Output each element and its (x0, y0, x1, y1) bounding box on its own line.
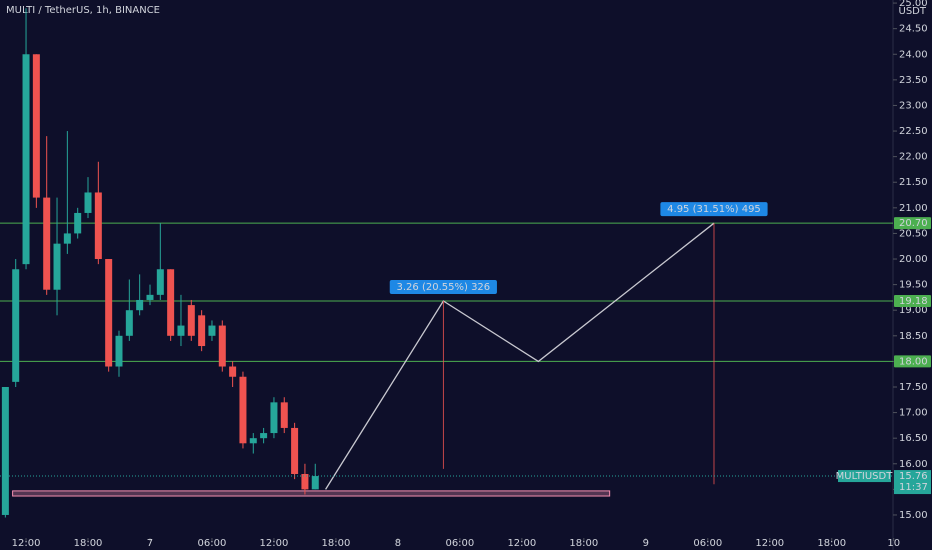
x-tick-label: 06:00 (445, 538, 474, 549)
x-tick-label: 9 (643, 538, 649, 549)
price-label: 15.76 (899, 471, 928, 482)
candle-body (125, 310, 133, 336)
candle-body (115, 335, 123, 367)
ruler-label: 4.95 (31.51%) 495 (667, 204, 761, 215)
y-tick-label: 23.50 (899, 75, 928, 86)
ruler-box (389, 279, 497, 294)
zone (12, 490, 611, 497)
candle-body (311, 476, 319, 490)
candle-body (22, 54, 30, 265)
candle-body (167, 269, 175, 336)
y-tick-label: 21.50 (899, 177, 928, 188)
x-tick-label: 8 (395, 538, 401, 549)
candle-body (291, 427, 299, 475)
level-tag (894, 294, 931, 307)
y-tick-label: 19.50 (899, 280, 928, 291)
candle-body (43, 197, 51, 290)
candle-body (260, 433, 268, 439)
x-tick-label: 12:00 (755, 538, 784, 549)
chart-title: MULTI / TetherUS, 1h, BINANCE (6, 5, 160, 16)
y-tick-label: 24.50 (899, 24, 928, 35)
y-tick-label: 20.50 (899, 228, 928, 239)
candle-body (249, 438, 257, 444)
y-tick-label: 20.00 (899, 254, 928, 265)
x-tick-label: 18:00 (569, 538, 598, 549)
candle-body (156, 269, 164, 295)
y-tick-label: 23.00 (899, 100, 928, 111)
candle-body (187, 305, 195, 336)
candle-body (177, 325, 185, 336)
candle-body (94, 192, 102, 260)
candle-body (270, 402, 278, 434)
candle-body (1, 386, 9, 515)
candle-body (84, 192, 92, 213)
candle-body (301, 474, 309, 490)
candle-body (63, 233, 71, 244)
y-tick-label: 19.00 (899, 305, 928, 316)
x-tick-label: 12:00 (260, 538, 289, 549)
price-tag (894, 470, 931, 495)
y-tick-label: 16.00 (899, 459, 928, 470)
candle-body (229, 366, 237, 377)
x-tick-label: 06:00 (198, 538, 227, 549)
x-tick-label: 18:00 (74, 538, 103, 549)
ruler-label: 3.26 (20.55%) 326 (397, 282, 491, 293)
projection-path (325, 222, 715, 490)
level-label: 20.70 (899, 218, 928, 229)
candle-body (208, 325, 216, 336)
candle-body (146, 294, 154, 300)
x-tick-label: 10 (887, 538, 900, 549)
x-tick-label: 12:00 (507, 538, 536, 549)
candle-body (12, 269, 20, 382)
candle-body (74, 212, 82, 234)
x-tick-label: 06:00 (693, 538, 722, 549)
y-tick-label: 24.00 (899, 49, 928, 60)
candle-body (53, 243, 61, 290)
candle-body (198, 315, 206, 347)
y-tick-label: 17.50 (899, 382, 928, 393)
y-tick-label: 22.00 (899, 152, 928, 163)
candle-body (239, 376, 247, 444)
y-tick-label: 18.50 (899, 331, 928, 342)
y-tick-label: 22.50 (899, 126, 928, 137)
candle-body (32, 54, 40, 198)
candle-body (218, 325, 226, 367)
candle-body (136, 299, 144, 311)
level-label: 19.18 (899, 296, 928, 307)
ruler-box (660, 202, 768, 217)
candle-body (105, 259, 113, 367)
y-tick-label: 15.00 (899, 510, 928, 521)
candle-body (280, 402, 288, 428)
x-tick-label: 18:00 (322, 538, 351, 549)
level-label: 18.00 (899, 356, 928, 367)
y-tick-label: 21.00 (899, 203, 928, 214)
countdown-label: 11:37 (899, 482, 928, 493)
symbol-label: MULTIUSDT (836, 471, 894, 482)
y-tick-label: 25.00 (899, 0, 928, 9)
symbol-tag (838, 470, 891, 483)
x-tick-label: 7 (147, 538, 153, 549)
y-tick-label: 16.50 (899, 433, 928, 444)
level-tag (894, 217, 931, 230)
y-tick-label: 17.00 (899, 408, 928, 419)
currency-label: USDT (899, 6, 927, 17)
level-tag (894, 355, 931, 368)
x-tick-label: 18:00 (817, 538, 846, 549)
x-tick-label: 12:00 (12, 538, 41, 549)
